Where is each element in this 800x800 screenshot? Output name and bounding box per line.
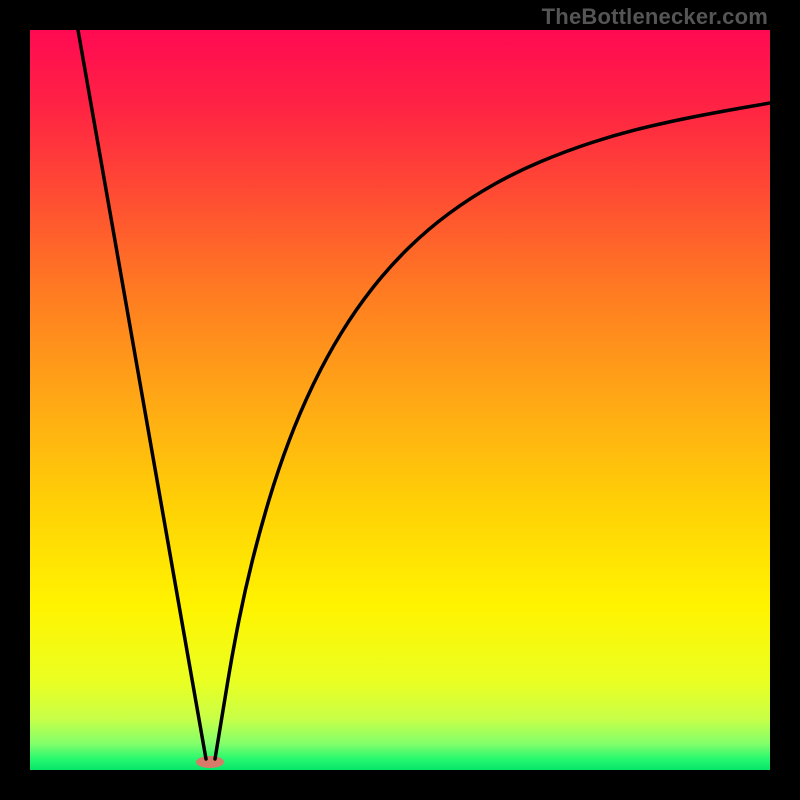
- curve-left: [78, 30, 206, 759]
- watermark-text: TheBottlenecker.com: [542, 4, 768, 30]
- curve-right: [215, 103, 770, 759]
- chart-frame: TheBottlenecker.com: [0, 0, 800, 800]
- curve-layer: [30, 30, 770, 770]
- minimum-marker: [196, 756, 224, 768]
- plot-area: [30, 30, 770, 770]
